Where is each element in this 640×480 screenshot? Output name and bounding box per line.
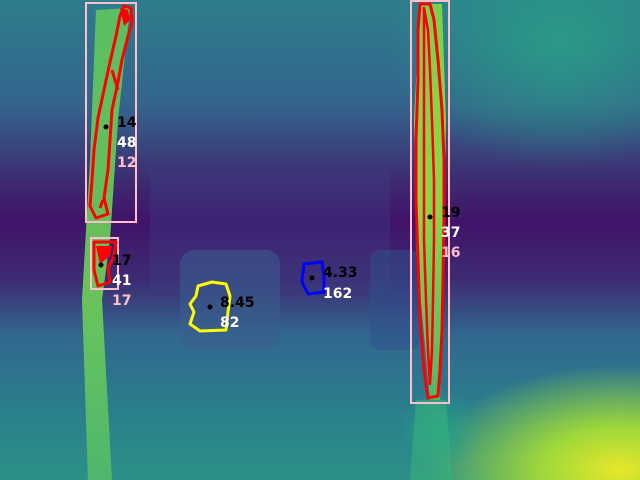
left-lower-label-3: 17 xyxy=(112,293,132,309)
blue-object-label-1: 4.33 xyxy=(323,265,358,281)
bounding-box xyxy=(85,2,137,223)
center-dot xyxy=(103,124,109,130)
left-lower-label-1: 17 xyxy=(112,253,132,269)
center-dot xyxy=(98,262,104,268)
detection-right-pole xyxy=(410,0,450,404)
bounding-box xyxy=(90,237,119,290)
right-pole-label-2: 37 xyxy=(441,225,461,241)
right-pole-base xyxy=(410,400,452,480)
red-contour-inner xyxy=(422,6,436,386)
bounding-box xyxy=(410,0,450,404)
right-pole-shape xyxy=(414,4,446,400)
left-upper-label-1: 14 xyxy=(117,115,137,131)
detection-yellow-object xyxy=(188,280,232,333)
yellow-object-label-2: 82 xyxy=(220,315,240,331)
right-pole-label-3: 16 xyxy=(441,245,461,261)
center-dot xyxy=(309,275,315,281)
center-dot xyxy=(427,214,433,220)
left-lower-label-2: 41 xyxy=(112,273,132,289)
center-dot xyxy=(207,304,213,310)
blue-object-label-2: 162 xyxy=(323,286,353,302)
detection-blue-object xyxy=(300,260,326,296)
left-pole-shape xyxy=(82,8,130,480)
background-door-shape xyxy=(370,250,420,350)
red-contour-fill xyxy=(120,8,130,26)
yellow-contour xyxy=(188,280,232,333)
yellow-object-label-1: 8.45 xyxy=(220,295,255,311)
left-upper-label-2: 48 xyxy=(117,135,137,151)
detection-left-upper xyxy=(85,2,137,223)
red-contour-outer xyxy=(414,2,446,400)
left-upper-label-3: 12 xyxy=(117,155,137,171)
red-contour xyxy=(92,240,118,288)
detection-left-lower xyxy=(90,237,119,290)
right-pole-label-1: 19 xyxy=(441,205,461,221)
red-contour xyxy=(88,4,134,220)
blue-contour xyxy=(300,260,326,296)
red-contour-fill xyxy=(96,246,112,264)
